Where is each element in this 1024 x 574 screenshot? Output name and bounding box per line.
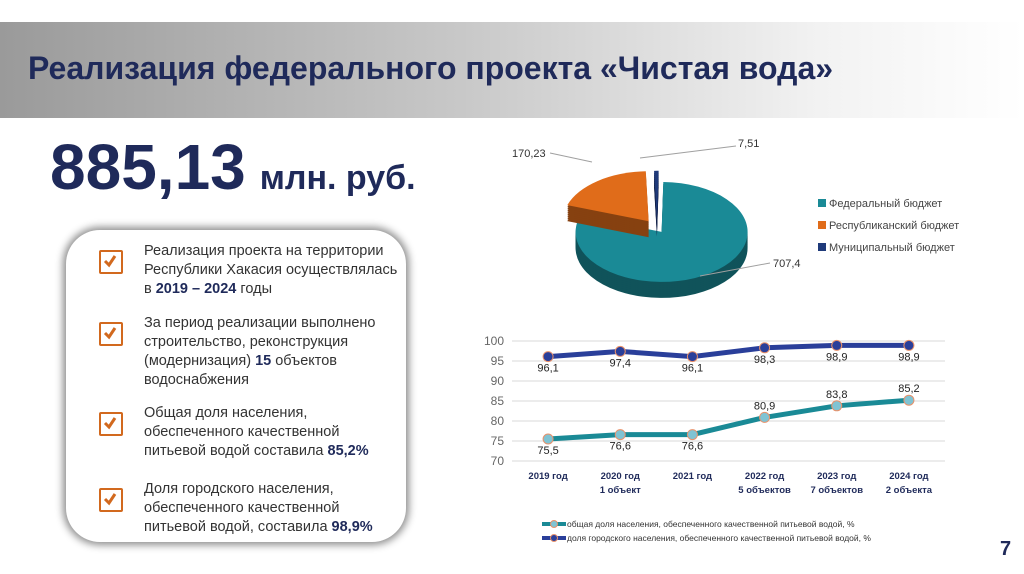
checkbox-icon xyxy=(99,250,123,274)
data-point xyxy=(542,433,554,445)
legend-swatch xyxy=(818,243,826,251)
data-label: 98,9 xyxy=(898,351,919,363)
series-line xyxy=(547,397,910,442)
data-label: 83,8 xyxy=(826,389,847,401)
data-point xyxy=(831,400,843,412)
legend-label: доля городского населения, обеспеченного… xyxy=(567,533,871,543)
x-tick-label: 2019 год xyxy=(528,471,567,482)
data-point xyxy=(903,339,915,351)
data-label: 96,1 xyxy=(682,363,703,375)
legend-label: Республиканский бюджет xyxy=(829,220,959,232)
item-suffix: годы xyxy=(236,281,273,297)
series-line xyxy=(547,342,909,360)
pie-leader-line xyxy=(549,152,593,163)
pie-leader-line xyxy=(639,145,737,159)
item-highlight: 98,9% xyxy=(331,519,373,535)
x-tick-label: 7 объектов xyxy=(810,485,863,496)
data-point xyxy=(686,429,698,441)
x-tick-label: 2024 год xyxy=(889,471,928,482)
budget-pie-chart: 707,4 Федеральный бюджет 170,23 Республикан… xyxy=(512,138,959,298)
pie-slice xyxy=(567,171,649,222)
data-point xyxy=(903,394,915,406)
data-label: 96,1 xyxy=(537,363,558,375)
data-label: 80,9 xyxy=(754,400,775,412)
info-card: Реализация проекта на территории Республ… xyxy=(66,230,406,542)
item-text: Реализация проекта на территории Республ… xyxy=(144,243,398,297)
checkbox-icon xyxy=(99,488,123,512)
info-item: Доля городского населения, обеспеченного… xyxy=(99,480,399,537)
data-label: 98,9 xyxy=(826,351,847,363)
y-tick-label: 75 xyxy=(491,434,505,448)
x-tick-label: 2022 год xyxy=(745,471,784,482)
item-text: Общая доля населения, обеспеченного каче… xyxy=(144,405,340,459)
item-suffix: объектов водоснабжения xyxy=(144,353,338,388)
data-point xyxy=(542,351,554,363)
info-item: Реализация проекта на территории Республ… xyxy=(99,242,399,299)
legend-swatch xyxy=(818,221,826,229)
legend-label: Муниципальный бюджет xyxy=(829,242,955,254)
x-tick-label: 2021 год xyxy=(673,471,712,482)
x-tick-label: 1 объект xyxy=(600,485,641,496)
y-tick-label: 70 xyxy=(491,454,505,468)
data-label: 76,6 xyxy=(610,441,631,453)
x-tick-label: 5 объектов xyxy=(738,485,791,496)
pie-slice xyxy=(654,170,659,221)
data-label: 75,5 xyxy=(537,445,558,457)
data-point xyxy=(759,411,771,423)
total-unit: млн. руб. xyxy=(259,159,416,197)
checkbox-icon xyxy=(99,412,123,436)
pie-data-label: 170,23 xyxy=(512,148,546,160)
item-text: За период реализации выполнено строитель… xyxy=(144,315,376,369)
pie-data-label: 7,51 xyxy=(738,138,759,150)
data-label: 98,3 xyxy=(754,354,775,366)
x-tick-label: 2023 год xyxy=(817,471,856,482)
x-tick-label: 2 объекта xyxy=(886,485,933,496)
pie-slice xyxy=(575,181,748,282)
data-point xyxy=(614,345,626,357)
data-point xyxy=(614,429,626,441)
checkbox-icon xyxy=(99,322,123,346)
y-tick-label: 85 xyxy=(491,394,505,408)
info-item: Общая доля населения, обеспеченного каче… xyxy=(99,404,399,461)
page-title: Реализация федерального проекта «Чистая … xyxy=(28,50,834,86)
header-bar xyxy=(0,22,1024,118)
item-text: Доля городского населения, обеспеченного… xyxy=(144,481,340,535)
legend-marker xyxy=(550,520,558,528)
data-point xyxy=(759,342,771,354)
data-label: 85,2 xyxy=(898,383,919,395)
data-label: 76,6 xyxy=(682,441,703,453)
item-highlight: 15 xyxy=(255,353,272,369)
item-highlight: 85,2% xyxy=(327,443,369,459)
total-value: 885,13 xyxy=(50,131,246,203)
info-item: За период реализации выполнено строитель… xyxy=(99,314,399,390)
total-amount: 885,13 млн. руб. xyxy=(50,130,416,204)
legend-label: общая доля населения, обеспеченного каче… xyxy=(567,519,855,529)
y-tick-label: 90 xyxy=(491,374,505,388)
page-number: 7 xyxy=(1000,538,1012,560)
y-tick-label: 95 xyxy=(491,354,505,368)
legend-marker xyxy=(550,534,558,542)
pie-data-label: 707,4 xyxy=(773,258,801,270)
item-highlight: 2019 – 2024 xyxy=(155,281,237,297)
legend-label: Федеральный бюджет xyxy=(829,198,942,210)
data-point xyxy=(686,351,698,363)
pie-leader-line xyxy=(699,262,771,277)
data-point xyxy=(831,339,843,351)
legend-swatch xyxy=(818,199,826,207)
x-tick-label: 2020 год xyxy=(601,471,640,482)
y-tick-label: 80 xyxy=(491,414,505,428)
y-tick-label: 100 xyxy=(484,334,504,348)
data-label: 97,4 xyxy=(610,357,631,369)
